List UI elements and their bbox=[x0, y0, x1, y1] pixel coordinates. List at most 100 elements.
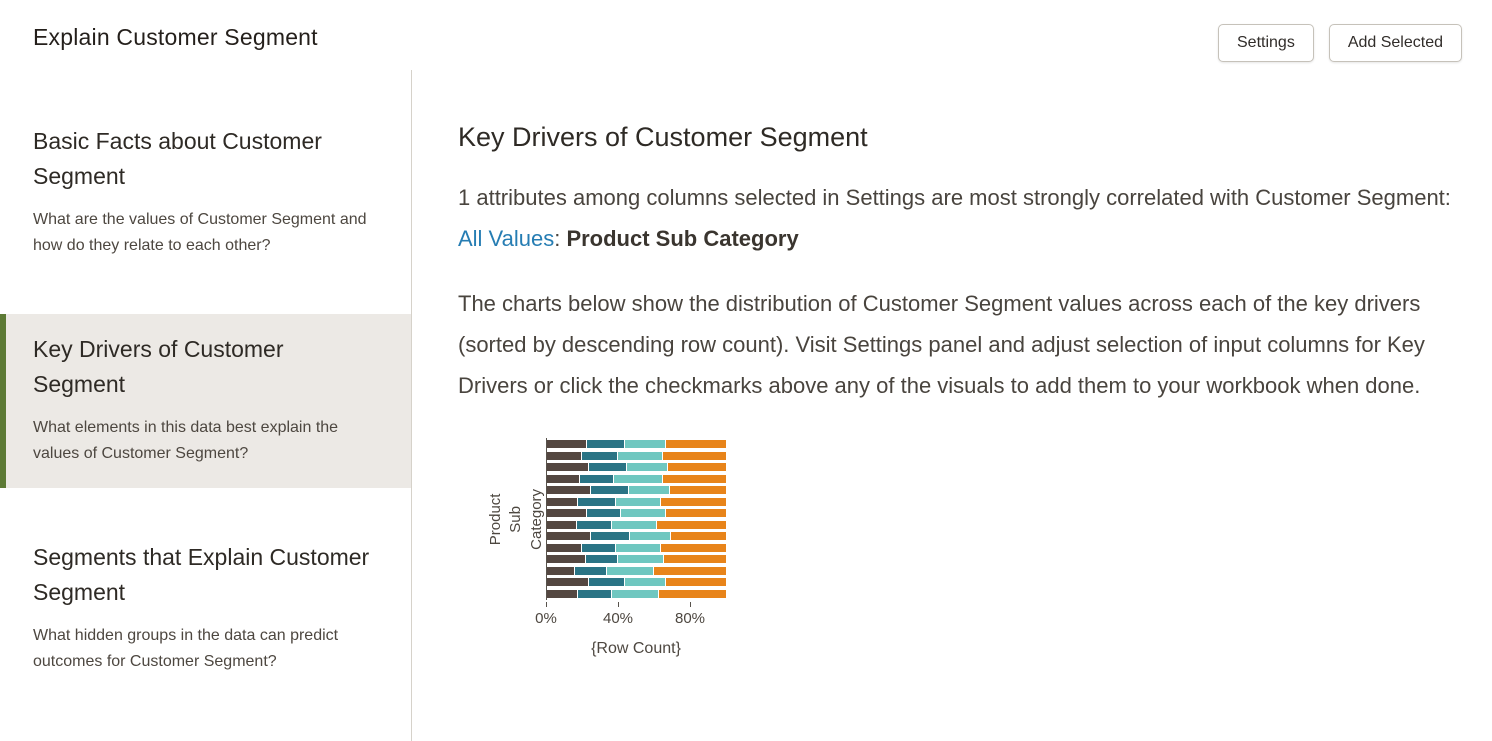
bar-row bbox=[547, 509, 726, 518]
bar-segment bbox=[547, 555, 585, 564]
bar-segment bbox=[668, 486, 726, 495]
axis-tick-mark bbox=[546, 602, 547, 607]
bar-row bbox=[547, 486, 726, 495]
bar-segment bbox=[581, 543, 615, 552]
bar-segment bbox=[547, 520, 576, 529]
bar-segment bbox=[577, 589, 612, 598]
bar-segment bbox=[577, 497, 615, 506]
sidebar-item-title: Key Drivers of Customer Segment bbox=[33, 336, 284, 397]
bar-row bbox=[547, 566, 726, 575]
bar-segment bbox=[613, 474, 662, 483]
bar-segment bbox=[547, 463, 589, 472]
section-heading: Key Drivers of Customer Segment bbox=[458, 122, 868, 152]
bar-segment bbox=[616, 555, 664, 564]
bar-segment bbox=[615, 543, 660, 552]
bar-segment bbox=[659, 497, 726, 506]
bar-segment bbox=[615, 497, 660, 506]
bar-row bbox=[547, 451, 726, 460]
bar-segment bbox=[579, 474, 614, 483]
bar-row bbox=[547, 555, 726, 564]
bar-segment bbox=[575, 520, 612, 529]
bar-segment bbox=[589, 532, 630, 541]
page-title: Explain Customer Segment bbox=[33, 24, 318, 50]
bar-segment bbox=[616, 451, 662, 460]
bar-segment bbox=[573, 566, 607, 575]
bar-row bbox=[547, 532, 726, 541]
key-driver-name: Product Sub Category bbox=[566, 226, 799, 251]
bar-segment bbox=[584, 555, 617, 564]
bar-segment bbox=[665, 440, 726, 448]
bar-segment bbox=[625, 463, 667, 472]
bar-segment bbox=[623, 440, 666, 448]
add-selected-button[interactable]: Add Selected bbox=[1328, 24, 1462, 62]
chart-y-axis: Product Sub Category bbox=[486, 438, 546, 600]
sidebar-item-title: Basic Facts about Customer Segment bbox=[33, 128, 322, 189]
key-driver-chart[interactable]: Product Sub Category 0% 40% 80% {Row Count… bbox=[486, 438, 1462, 658]
bar-segment bbox=[663, 555, 726, 564]
bar-segment bbox=[611, 589, 658, 598]
bar-row bbox=[547, 440, 726, 448]
axis-tick-label: 0% bbox=[535, 610, 557, 627]
bar-segment bbox=[588, 463, 626, 472]
bar-segment bbox=[586, 440, 624, 448]
bar-segment bbox=[547, 589, 578, 598]
bar-row bbox=[547, 497, 726, 506]
bar-segment bbox=[656, 520, 726, 529]
correlation-summary: 1 attributes among columns selected in S… bbox=[458, 177, 1462, 259]
chart-plot-column: 0% 40% 80% {Row Count} bbox=[535, 438, 726, 658]
bar-segment bbox=[547, 474, 580, 483]
bar-segment bbox=[581, 451, 617, 460]
header-buttons: Settings Add Selected bbox=[1218, 24, 1462, 62]
bar-segment bbox=[670, 532, 726, 541]
bar-segment bbox=[620, 509, 666, 518]
bar-row bbox=[547, 578, 726, 587]
bar-segment bbox=[611, 520, 657, 529]
bar-segment bbox=[547, 486, 590, 495]
bar-segment bbox=[659, 543, 726, 552]
bar-segment bbox=[547, 440, 587, 448]
header: Explain Customer Segment Settings Add Se… bbox=[0, 0, 1492, 70]
bar-segment bbox=[665, 578, 726, 587]
sidebar: Basic Facts about Customer Segment What … bbox=[0, 70, 412, 741]
bar-segment bbox=[661, 474, 726, 483]
sidebar-item-key-drivers[interactable]: Key Drivers of Customer Segment What ele… bbox=[0, 314, 411, 489]
bar-segment bbox=[588, 578, 624, 587]
content-layout: Basic Facts about Customer Segment What … bbox=[0, 70, 1492, 741]
sidebar-item-basic-facts[interactable]: Basic Facts about Customer Segment What … bbox=[0, 106, 411, 280]
bar-segment bbox=[665, 509, 726, 518]
bar-segment bbox=[547, 509, 587, 518]
instructions-paragraph: The charts below show the distribution o… bbox=[458, 291, 1425, 398]
settings-button[interactable]: Settings bbox=[1218, 24, 1314, 62]
sidebar-item-description: What elements in this data best explain … bbox=[33, 419, 339, 462]
chart-y-axis-label: Product Sub Category bbox=[486, 488, 545, 550]
chart-x-ticks: 0% 40% 80% bbox=[535, 602, 726, 630]
bar-row bbox=[547, 474, 726, 483]
bar-segment bbox=[629, 532, 671, 541]
bar-segment bbox=[606, 566, 653, 575]
bar-segment bbox=[627, 486, 669, 495]
bar-segment bbox=[586, 509, 621, 518]
bar-segment bbox=[547, 532, 590, 541]
bar-segment bbox=[623, 578, 666, 587]
bar-segment bbox=[547, 578, 589, 587]
axis-tick-mark bbox=[690, 602, 691, 607]
bar-row bbox=[547, 543, 726, 552]
sidebar-item-title: Segments that Explain Customer Segment bbox=[33, 544, 370, 605]
correlation-separator: : bbox=[554, 226, 567, 251]
bar-segment bbox=[661, 451, 726, 460]
main-panel: Key Drivers of Customer Segment 1 attrib… bbox=[412, 70, 1492, 741]
bar-row bbox=[547, 589, 726, 598]
sidebar-item-segments[interactable]: Segments that Explain Customer Segment W… bbox=[0, 522, 411, 696]
bar-segment bbox=[547, 543, 581, 552]
sidebar-item-description: What hidden groups in the data can predi… bbox=[33, 627, 339, 670]
axis-tick-label: 80% bbox=[674, 610, 706, 627]
axis-tick-mark bbox=[618, 602, 619, 607]
bar-segment bbox=[666, 463, 726, 472]
bar-segment bbox=[589, 486, 628, 495]
chart-plot bbox=[546, 438, 726, 600]
bar-segment bbox=[547, 566, 574, 575]
chart-x-axis-label: {Row Count} bbox=[591, 640, 681, 657]
bar-segment bbox=[547, 497, 578, 506]
all-values-link[interactable]: All Values bbox=[458, 226, 555, 251]
bar-row bbox=[547, 520, 726, 529]
